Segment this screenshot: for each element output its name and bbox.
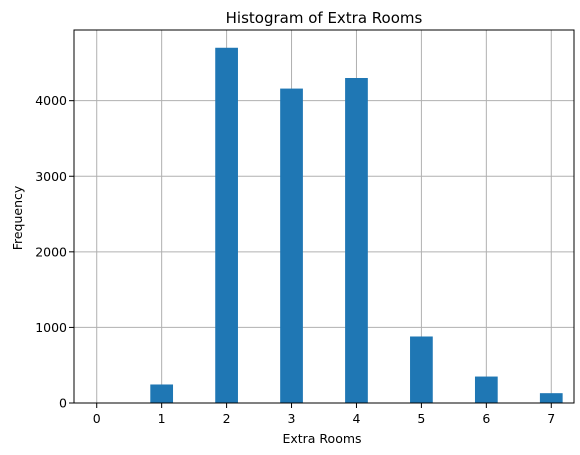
x-tick-label: 7: [547, 411, 555, 426]
grid-lines: [74, 30, 574, 404]
x-tick-label: 4: [352, 411, 360, 426]
histogram-bar: [474, 376, 498, 403]
histogram-bar: [345, 77, 368, 403]
plot-frame: [73, 29, 575, 404]
x-axis-label: Extra Rooms: [282, 431, 361, 446]
histogram-bar: [215, 47, 238, 404]
chart-title: Histogram of Extra Rooms: [226, 9, 423, 27]
y-tick-label: 0: [59, 396, 67, 411]
x-tick-label: 0: [93, 411, 101, 426]
x-tick-label: 5: [417, 411, 425, 426]
histogram-bar: [539, 393, 563, 403]
x-axis-ticks: 0 1 2 3 4 5 6 7: [93, 403, 555, 426]
x-tick-label: 3: [288, 411, 296, 426]
y-axis-ticks: 0 1000 2000 3000 4000: [35, 93, 74, 411]
x-tick-label: 2: [223, 411, 231, 426]
histogram-bar: [150, 384, 174, 403]
bars: [150, 47, 563, 404]
y-tick-label: 1000: [35, 320, 67, 335]
histogram-bar: [280, 88, 303, 404]
y-tick-label: 4000: [35, 93, 67, 108]
histogram-bar: [410, 336, 433, 403]
y-tick-label: 2000: [35, 244, 67, 259]
x-tick-label: 6: [482, 411, 490, 426]
x-tick-label: 1: [158, 411, 166, 426]
y-tick-label: 3000: [35, 169, 67, 184]
y-axis-label: Frequency: [10, 185, 25, 250]
